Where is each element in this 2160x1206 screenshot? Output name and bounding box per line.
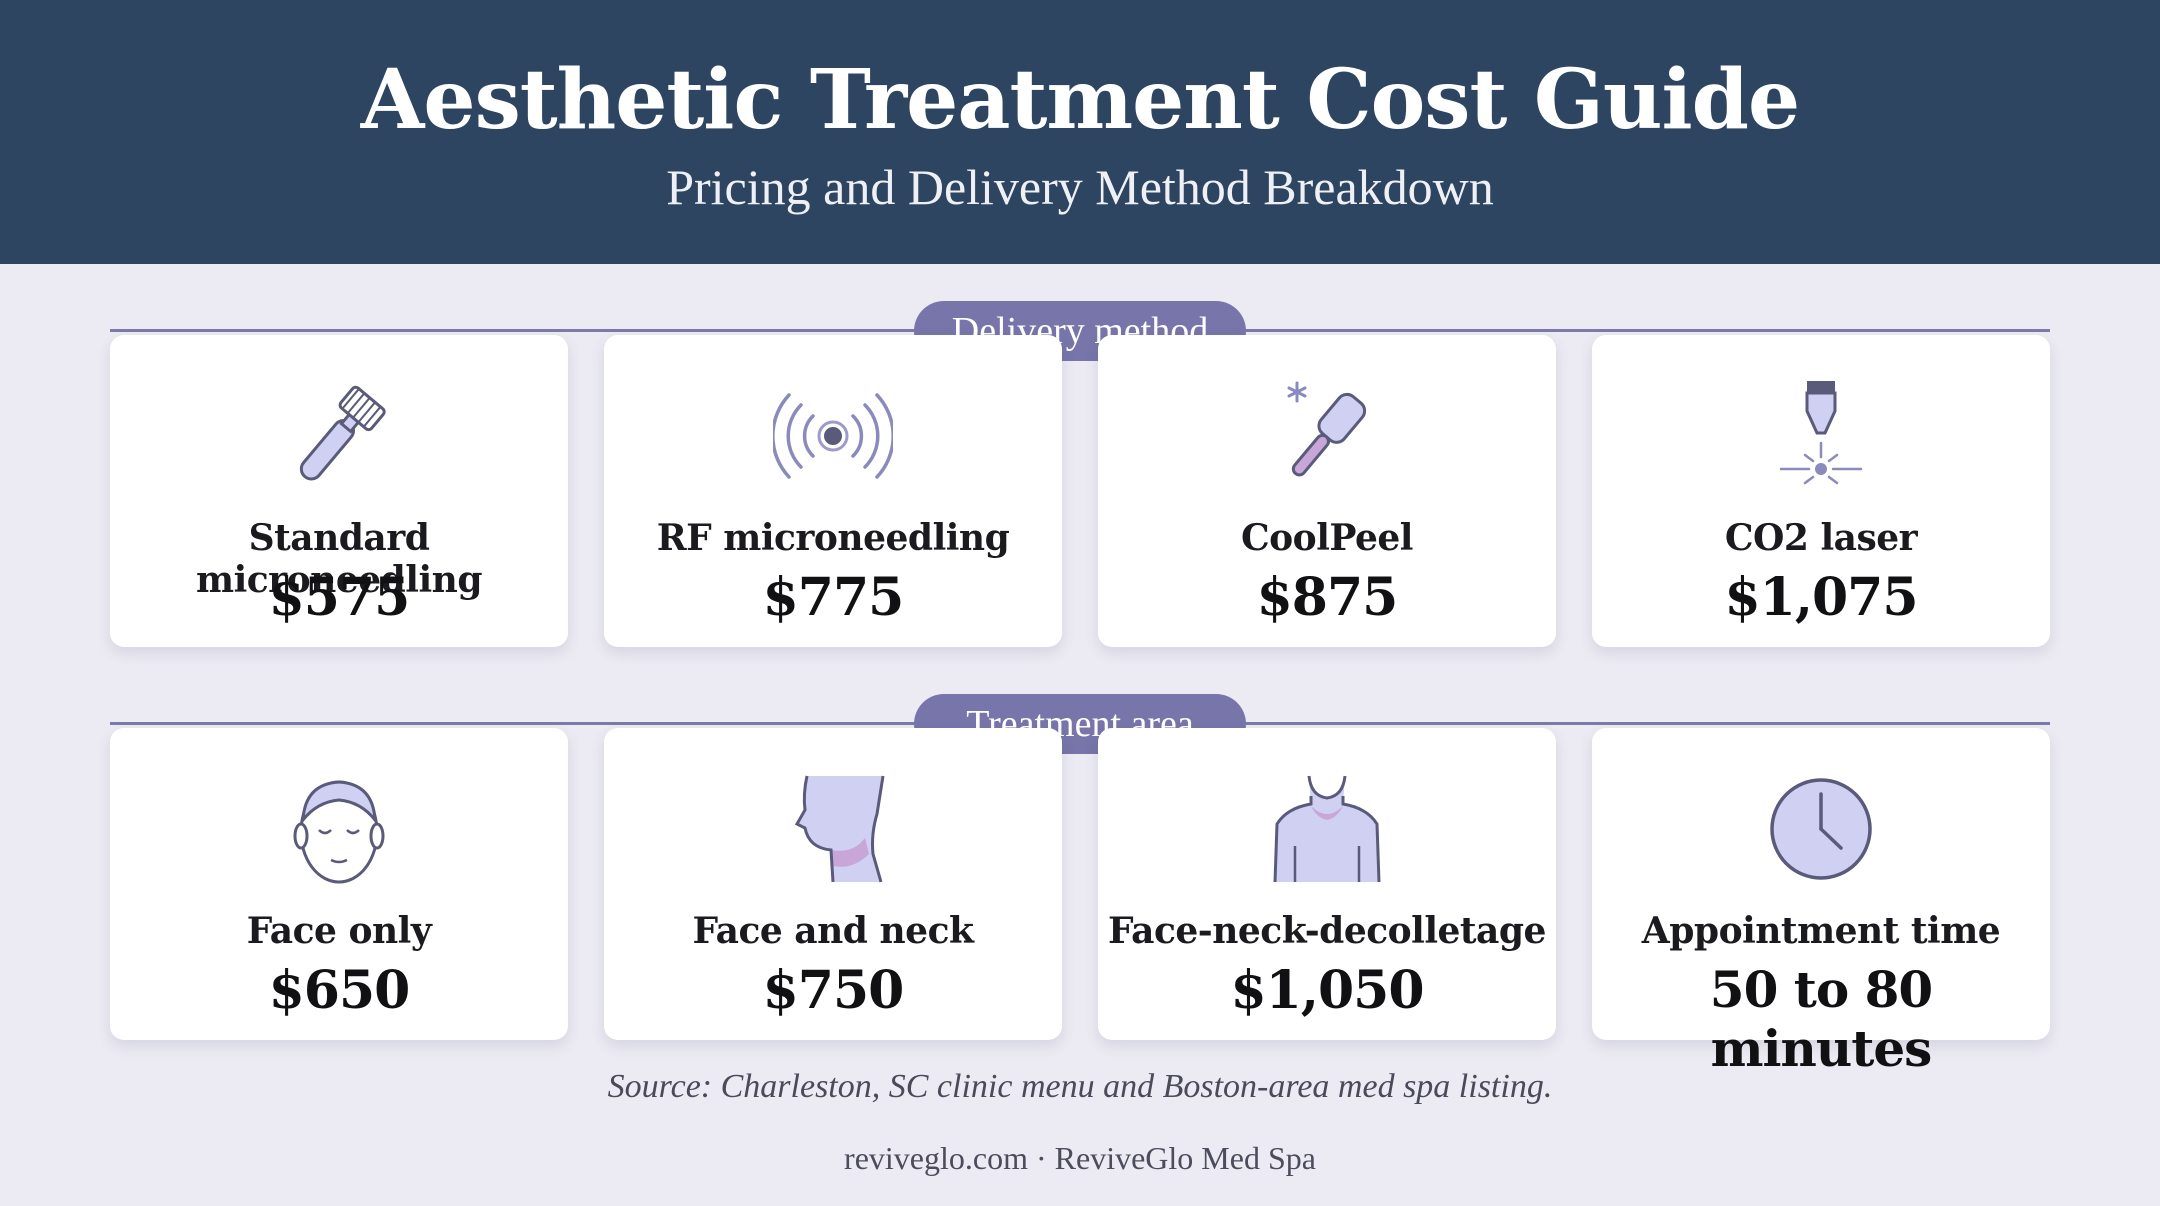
card-appointment-time: Appointment time 50 to 80 minutes — [1592, 728, 2050, 1078]
header-banner: Aesthetic Treatment Cost Guide Pricing a… — [0, 0, 2160, 264]
source-note: Source: Charleston, SC clinic menu and B… — [607, 1068, 1553, 1105]
microneedle-roller-icon — [110, 381, 568, 491]
radio-frequency-icon — [604, 381, 1062, 491]
card-price: $775 — [762, 567, 905, 628]
card-label: Face and neck — [692, 910, 974, 952]
card-label: RF microneedling — [656, 517, 1010, 559]
clock-icon — [1592, 774, 2050, 884]
face-neck-icon — [604, 774, 1062, 884]
card-face-neck-decolletage: Face-neck-decolletage $1,050 — [1098, 728, 1556, 1040]
card-label: Face-neck-decolletage — [1108, 910, 1546, 952]
card-rf-microneedling: RF microneedling $775 — [604, 335, 1062, 647]
card-co2-laser: CO2 laser $1,075 — [1592, 335, 2050, 647]
page-subtitle: Pricing and Delivery Method Breakdown — [666, 159, 1494, 215]
card-label: CO2 laser — [1724, 517, 1918, 559]
card-price: $1,050 — [1230, 960, 1424, 1021]
card-price: $575 — [268, 567, 411, 628]
card-price: $875 — [1256, 567, 1399, 628]
face-icon — [110, 774, 568, 884]
laser-icon — [1592, 381, 2050, 491]
card-face-only: Face only $650 — [110, 728, 568, 1040]
page-title: Aesthetic Treatment Cost Guide — [360, 52, 1800, 148]
card-label: CoolPeel — [1241, 517, 1413, 559]
footer-credit: reviveglo.com · ReviveGlo Med Spa — [844, 1140, 1316, 1176]
card-price: $650 — [268, 960, 411, 1021]
cooling-wand-icon — [1098, 381, 1556, 491]
card-price: 50 to 80 minutes — [1709, 960, 1933, 1078]
card-label: Standard microneedling — [195, 517, 483, 601]
card-price: $750 — [762, 960, 905, 1021]
card-face-and-neck: Face and neck $750 — [604, 728, 1062, 1040]
card-coolpeel: CoolPeel $875 — [1098, 335, 1556, 647]
card-label: Appointment time — [1641, 910, 2001, 952]
card-label: Face only — [246, 910, 432, 952]
card-standard-microneedling: Standard microneedling $575 — [110, 335, 568, 647]
card-price: $1,075 — [1724, 567, 1918, 628]
decolletage-icon — [1098, 774, 1556, 884]
